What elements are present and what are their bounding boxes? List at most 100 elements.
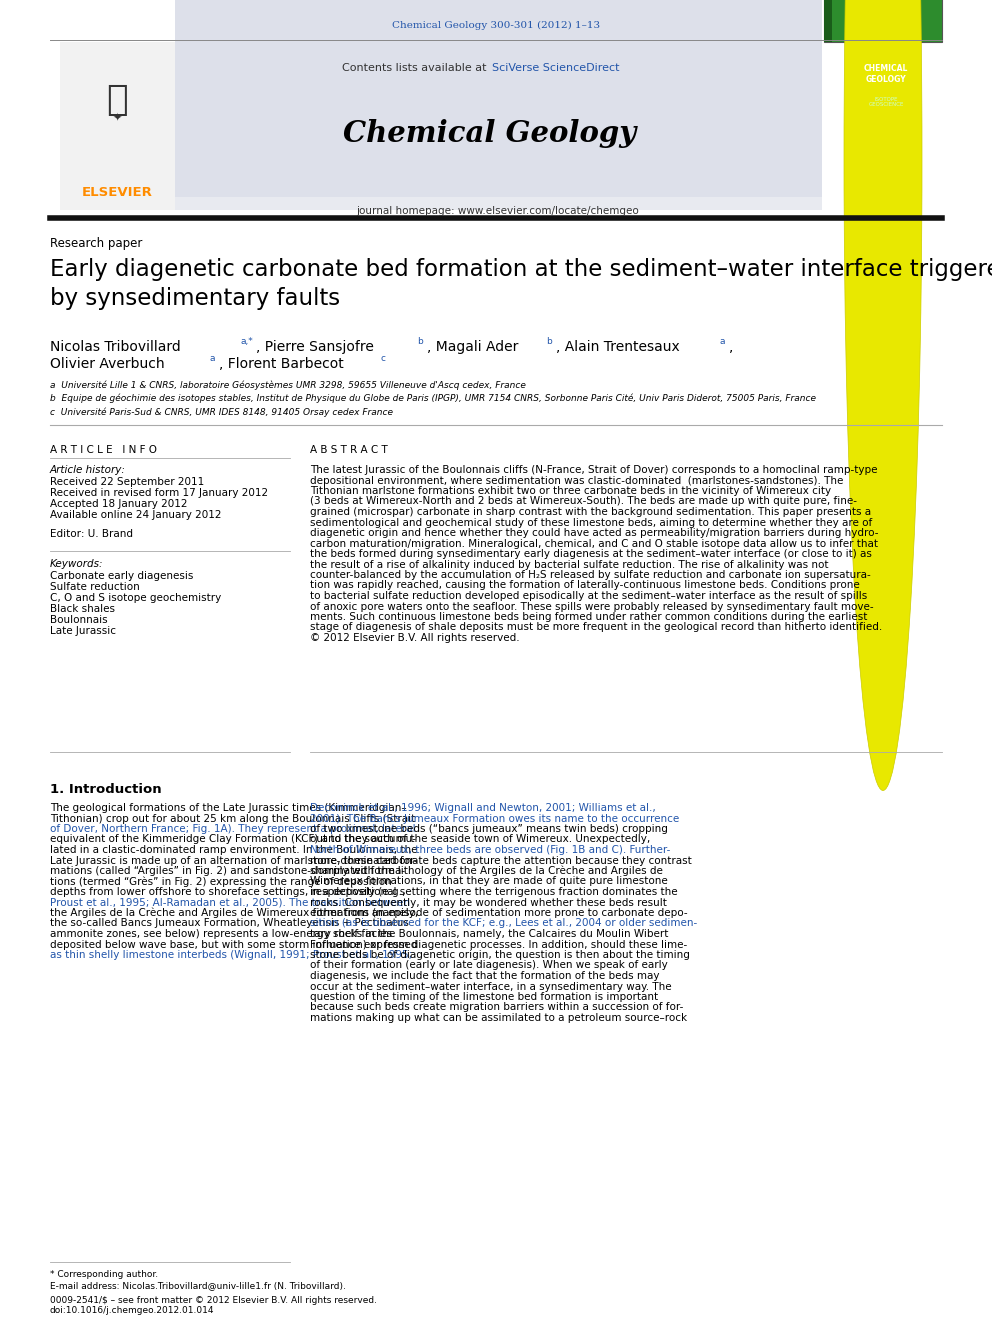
Text: tion was rapidly reached, causing the formation of laterally-continuous limeston: tion was rapidly reached, causing the fo… — [310, 581, 860, 590]
Text: E-mail address: Nicolas.Tribovillard@univ-lille1.fr (N. Tribovillard).: E-mail address: Nicolas.Tribovillard@uni… — [50, 1281, 346, 1290]
Text: Late Jurassic: Late Jurassic — [50, 626, 116, 636]
Text: Late Jurassic is made up of an alternation of marlstone-dominated for-: Late Jurassic is made up of an alternati… — [50, 856, 418, 865]
Text: Deconinck et al., 1996; Wignall and Newton, 2001; Williams et al.,: Deconinck et al., 1996; Wignall and Newt… — [310, 803, 656, 814]
Text: Tithonian) crop out for about 25 km along the Boulonnais Cliffs (Strait: Tithonian) crop out for about 25 km alon… — [50, 814, 416, 823]
Text: ments. Such continuous limestone beds being formed under rather common condition: ments. Such continuous limestone beds be… — [310, 613, 867, 622]
Text: to bacterial sulfate reduction developed episodically at the sediment–water inte: to bacterial sulfate reduction developed… — [310, 591, 867, 601]
Text: depositional environment, where sedimentation was clastic-dominated  (marlstones: depositional environment, where sediment… — [310, 475, 843, 486]
Text: A R T I C L E   I N F O: A R T I C L E I N F O — [50, 445, 157, 455]
Text: out to the south of the seaside town of Wimereux. Unexpectedly,: out to the south of the seaside town of … — [310, 835, 650, 844]
Text: Nicolas Tribovillard: Nicolas Tribovillard — [50, 340, 181, 355]
Bar — [175, 0, 822, 197]
Text: ISOTOPE
GEOSCIENCE: ISOTOPE GEOSCIENCE — [868, 97, 904, 107]
Text: Received 22 September 2011: Received 22 September 2011 — [50, 478, 204, 487]
Text: C, O and S isotope geochemistry: C, O and S isotope geochemistry — [50, 593, 221, 603]
Text: mations making up what can be assimilated to a petroleum source–rock: mations making up what can be assimilate… — [310, 1013, 687, 1023]
Text: North of Wimereux, three beds are observed (Fig. 1B and C). Further-: North of Wimereux, three beds are observ… — [310, 845, 671, 855]
Text: ,: , — [728, 340, 733, 355]
Ellipse shape — [844, 0, 922, 791]
Text: * Corresponding author.: * Corresponding author. — [50, 1270, 158, 1279]
Text: a,*: a,* — [240, 337, 253, 347]
Text: Research paper: Research paper — [50, 237, 143, 250]
Text: of Dover, Northern France; Fig. 1A). They represent a proximal, lateral: of Dover, Northern France; Fig. 1A). The… — [50, 824, 416, 833]
Text: either from an episode of sedimentation more prone to carbonate depo-: either from an episode of sedimentation … — [310, 908, 687, 918]
Text: the so-called Bancs Jumeaux Formation, Wheatleyensis + Pectinatus: the so-called Bancs Jumeaux Formation, W… — [50, 918, 409, 929]
Text: (3 beds at Wimereux-North and 2 beds at Wimereux-South). The beds are made up wi: (3 beds at Wimereux-North and 2 beds at … — [310, 496, 857, 507]
Text: Article history:: Article history: — [50, 464, 126, 475]
Text: in a depositional setting where the terrigenous fraction dominates the: in a depositional setting where the terr… — [310, 886, 678, 897]
Text: 🌲: 🌲 — [106, 83, 128, 116]
Text: Proust et al., 1995; Al-Ramadan et al., 2005). The transition between: Proust et al., 1995; Al-Ramadan et al., … — [50, 897, 410, 908]
Text: stone beds be of diagenetic origin, the question is then about the timing: stone beds be of diagenetic origin, the … — [310, 950, 689, 960]
Text: carbon maturation/migration. Mineralogical, chemical, and C and O stable isotope: carbon maturation/migration. Mineralogic… — [310, 538, 878, 549]
Text: Boulonnais: Boulonnais — [50, 615, 107, 624]
Text: the beds formed during synsedimentary early diagenesis at the sediment–water int: the beds formed during synsedimentary ea… — [310, 549, 872, 560]
Text: the result of a rise of alkalinity induced by bacterial sulfate reduction. The r: the result of a rise of alkalinity induc… — [310, 560, 828, 569]
Text: A B S T R A C T: A B S T R A C T — [310, 445, 388, 455]
Text: deposited below wave base, but with some storm influence expressed: deposited below wave base, but with some… — [50, 939, 418, 950]
Text: Tithonian marlstone formations exhibit two or three carbonate beds in the vicini: Tithonian marlstone formations exhibit t… — [310, 486, 831, 496]
Text: , Pierre Sansjofre: , Pierre Sansjofre — [256, 340, 374, 355]
Text: The geological formations of the Late Jurassic times (Kimmeridgian–: The geological formations of the Late Ju… — [50, 803, 407, 814]
Text: 0009-2541/$ – see front matter © 2012 Elsevier B.V. All rights reserved.: 0009-2541/$ – see front matter © 2012 El… — [50, 1297, 377, 1304]
Text: Olivier Averbuch: Olivier Averbuch — [50, 357, 165, 370]
Text: sharply with the lithology of the Argiles de la Crèche and Argiles de: sharply with the lithology of the Argile… — [310, 867, 663, 877]
Text: diagenetic origin and hence whether they could have acted as permeability/migrat: diagenetic origin and hence whether they… — [310, 528, 879, 538]
Text: diagenesis, we include the fact that the formation of the beds may: diagenesis, we include the fact that the… — [310, 971, 660, 980]
Text: Keywords:: Keywords: — [50, 560, 103, 569]
Text: of anoxic pore waters onto the seafloor. These spills were probably released by : of anoxic pore waters onto the seafloor.… — [310, 602, 874, 611]
Text: occur at the sediment–water interface, in a synsedimentary way. The: occur at the sediment–water interface, i… — [310, 982, 672, 991]
Text: , Alain Trentesaux: , Alain Trentesaux — [556, 340, 680, 355]
Text: doi:10.1016/j.chemgeo.2012.01.014: doi:10.1016/j.chemgeo.2012.01.014 — [50, 1306, 214, 1315]
Text: question of the timing of the limestone bed formation is important: question of the timing of the limestone … — [310, 992, 658, 1002]
Text: ammonite zones, see below) represents a low-energy shelf facies: ammonite zones, see below) represents a … — [50, 929, 392, 939]
Text: Received in revised form 17 January 2012: Received in revised form 17 January 2012 — [50, 488, 268, 497]
Text: Black shales: Black shales — [50, 605, 115, 614]
Text: Formation) or from diagenetic processes. In addition, should these lime-: Formation) or from diagenetic processes.… — [310, 939, 687, 950]
Text: Chemical Geology 300-301 (2012) 1–13: Chemical Geology 300-301 (2012) 1–13 — [392, 20, 600, 29]
Text: a  Université Lille 1 & CNRS, laboratoire Géosystèmes UMR 3298, 59655 Villeneuve: a Université Lille 1 & CNRS, laboratoire… — [50, 381, 526, 390]
Text: Early diagenetic carbonate bed formation at the sediment–water interface trigger: Early diagenetic carbonate bed formation… — [50, 258, 992, 311]
Text: tary rocks in the Boulonnais, namely, the Calcaires du Moulin Wibert: tary rocks in the Boulonnais, namely, th… — [310, 929, 669, 939]
Text: tions (termed “Grès” in Fig. 2) expressing the range of deposition: tions (termed “Grès” in Fig. 2) expressi… — [50, 877, 392, 886]
Text: Available online 24 January 2012: Available online 24 January 2012 — [50, 509, 221, 520]
Text: because such beds create migration barriers within a succession of for-: because such beds create migration barri… — [310, 1003, 683, 1012]
Text: Editor: U. Brand: Editor: U. Brand — [50, 529, 133, 538]
Text: the Argiles de la Crèche and Argiles de Wimereux formations (namely,: the Argiles de la Crèche and Argiles de … — [50, 908, 419, 918]
Text: ELSEVIER: ELSEVIER — [81, 187, 153, 200]
Bar — [60, 42, 822, 210]
Text: Wimereux formations, in that they are made of quite pure limestone: Wimereux formations, in that they are ma… — [310, 877, 668, 886]
Bar — [824, 0, 832, 42]
Text: sedimentological and geochemical study of these limestone beds, aiming to determ: sedimentological and geochemical study o… — [310, 517, 872, 528]
Text: grained (microspar) carbonate in sharp contrast with the background sedimentatio: grained (microspar) carbonate in sharp c… — [310, 507, 871, 517]
Text: depths from lower offshore to shoreface settings, respectively (e.g.,: depths from lower offshore to shoreface … — [50, 886, 406, 897]
Text: journal homepage: www.elsevier.com/locate/chemgeo: journal homepage: www.elsevier.com/locat… — [357, 206, 640, 216]
Text: CHEMICAL
GEOLOGY: CHEMICAL GEOLOGY — [864, 64, 909, 85]
Text: c: c — [380, 355, 385, 363]
Text: sition (as is observed for the KCF; e.g., Lees et al., 2004 or older sedimen-: sition (as is observed for the KCF; e.g.… — [310, 918, 697, 929]
Text: © 2012 Elsevier B.V. All rights reserved.: © 2012 Elsevier B.V. All rights reserved… — [310, 632, 520, 643]
Text: a: a — [719, 337, 725, 347]
Text: c  Université Paris-Sud & CNRS, UMR IDES 8148, 91405 Orsay cedex France: c Université Paris-Sud & CNRS, UMR IDES … — [50, 407, 393, 417]
Bar — [60, 42, 175, 210]
Text: Sulfate reduction: Sulfate reduction — [50, 582, 140, 591]
Text: a: a — [209, 355, 215, 363]
Text: lated in a clastic-dominated ramp environment. In the Boulonnais, the: lated in a clastic-dominated ramp enviro… — [50, 845, 418, 855]
Text: b: b — [546, 337, 552, 347]
Text: 1. Introduction: 1. Introduction — [50, 783, 162, 796]
Text: counter-balanced by the accumulation of H₂S released by sulfate reduction and ca: counter-balanced by the accumulation of … — [310, 570, 871, 579]
Text: mations (called “Argiles” in Fig. 2) and sandstone-dominated forma-: mations (called “Argiles” in Fig. 2) and… — [50, 867, 405, 876]
Text: Accepted 18 January 2012: Accepted 18 January 2012 — [50, 499, 187, 509]
Text: SciVerse ScienceDirect: SciVerse ScienceDirect — [492, 64, 619, 73]
Text: b  Equipe de géochimie des isotopes stables, Institut de Physique du Globe de Pa: b Equipe de géochimie des isotopes stabl… — [50, 394, 816, 404]
Text: b: b — [417, 337, 423, 347]
Text: as thin shelly limestone interbeds (Wignall, 1991; Proust et al., 1995;: as thin shelly limestone interbeds (Wign… — [50, 950, 413, 960]
Text: equivalent of the Kimmeridge Clay Formation (KCF) and they accumu-: equivalent of the Kimmeridge Clay Format… — [50, 835, 416, 844]
Text: stage of diagenesis of shale deposits must be more frequent in the geological re: stage of diagenesis of shale deposits mu… — [310, 623, 882, 632]
Text: Contents lists available at: Contents lists available at — [342, 64, 490, 73]
Text: , Florent Barbecot: , Florent Barbecot — [218, 357, 343, 370]
Text: Chemical Geology: Chemical Geology — [343, 119, 637, 147]
Bar — [824, 0, 942, 42]
Text: , Magali Ader: , Magali Ader — [427, 340, 519, 355]
Text: more, these carbonate beds capture the attention because they contrast: more, these carbonate beds capture the a… — [310, 856, 691, 865]
